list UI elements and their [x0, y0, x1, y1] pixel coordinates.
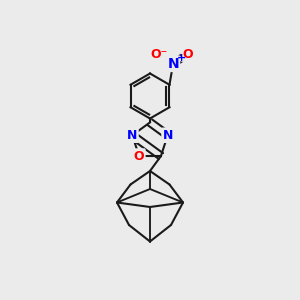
Text: N: N: [167, 57, 179, 71]
Text: N: N: [127, 129, 137, 142]
Text: O: O: [134, 149, 144, 163]
Text: O: O: [182, 48, 193, 61]
Text: O⁻: O⁻: [150, 48, 167, 61]
Text: N: N: [163, 129, 173, 142]
Text: +: +: [177, 53, 186, 63]
